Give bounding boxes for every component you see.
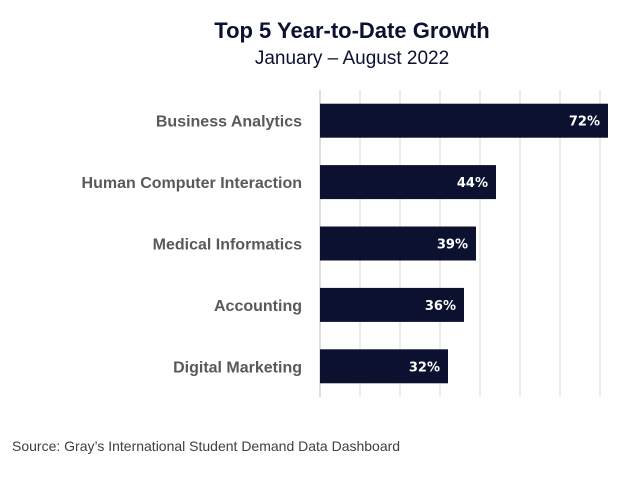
chart-subtitle: January – August 2022 <box>255 48 449 69</box>
bar <box>320 226 476 261</box>
data-label: 39% <box>437 238 468 253</box>
category-label: Digital Marketing <box>173 359 302 376</box>
bar <box>320 103 608 138</box>
bars: Business Analytics 72% Human Computer Inte… <box>82 103 608 384</box>
data-label: 72% <box>569 115 600 130</box>
bar <box>320 349 448 384</box>
source-note: Source: Gray’s International Student Dem… <box>12 438 400 454</box>
data-label: 44% <box>457 176 488 191</box>
category-label: Medical Informatics <box>153 237 302 254</box>
bar <box>320 287 464 322</box>
bar <box>320 165 496 200</box>
category-label: Accounting <box>214 298 302 315</box>
chart-title: Top 5 Year-to-Date Growth <box>214 18 489 43</box>
data-label: 32% <box>409 360 440 375</box>
category-label: Human Computer Interaction <box>82 175 302 192</box>
data-label: 36% <box>425 299 456 314</box>
category-label: Business Analytics <box>156 114 302 131</box>
